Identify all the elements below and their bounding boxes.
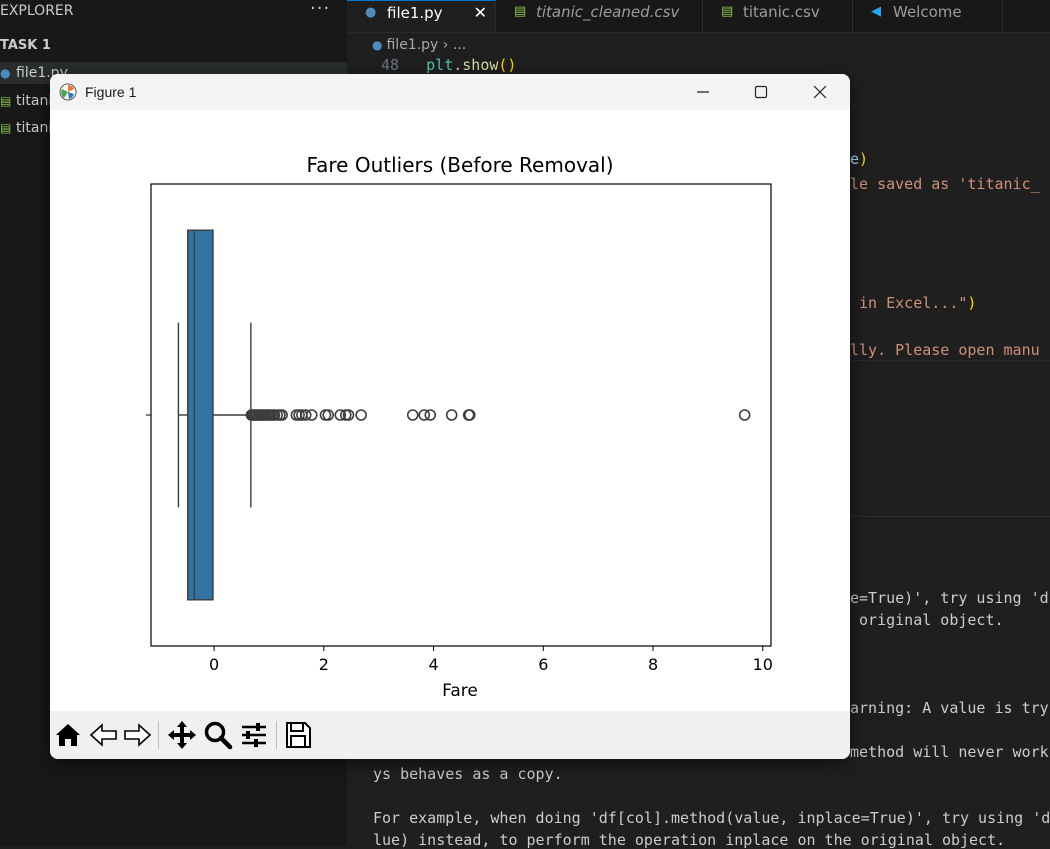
outlier-point — [276, 409, 288, 421]
toolbar-separator — [276, 721, 277, 749]
outlier-point — [299, 409, 312, 421]
python-file-icon: ● — [372, 38, 383, 52]
code-token: e — [850, 150, 860, 168]
code-fragment[interactable]: in Excel...") — [850, 294, 976, 312]
maximize-icon[interactable] — [732, 74, 790, 110]
outlier-points — [245, 409, 751, 421]
chart-title: Fare Outliers (Before Removal) — [306, 153, 613, 177]
code-fragment[interactable]: e) — [850, 150, 868, 168]
code-token: ) — [859, 150, 869, 168]
figure-titlebar[interactable]: Figure 1 — [50, 74, 850, 110]
outlier-point — [445, 409, 458, 421]
x-tick-label: 2 — [319, 655, 329, 674]
home-icon[interactable] — [52, 719, 84, 751]
terminal-line: For example, when doing 'df[col].method(… — [373, 809, 1050, 827]
terminal-line: lue) instead, to perform the operation i… — [373, 831, 1006, 849]
outlier-point — [322, 409, 335, 421]
panel-divider — [850, 516, 1050, 517]
x-tick-label: 6 — [538, 655, 548, 674]
outlier-point — [463, 409, 476, 421]
breadcrumb-rest: ... — [452, 37, 467, 53]
workspace-section[interactable]: TASK 1 — [0, 38, 51, 53]
zoom-icon[interactable] — [202, 719, 234, 751]
outlier-point — [334, 409, 347, 421]
code-fragment[interactable]: lly. Please open manu — [850, 341, 1040, 359]
code-token: plt — [426, 56, 454, 74]
terminal-line: ys behaves as a copy. — [373, 765, 563, 783]
line-number: 48 — [381, 56, 400, 74]
divider — [850, 360, 1050, 361]
outlier-point — [738, 409, 751, 421]
close-icon[interactable]: ✕ — [473, 3, 487, 22]
tab-label: titanic_cleaned.csv — [536, 3, 680, 21]
outlier-point — [424, 409, 437, 421]
code-fragment[interactable]: le saved as 'titanic_ — [850, 175, 1040, 193]
tab-label: Welcome — [893, 3, 962, 21]
figure-window[interactable]: Figure 1 Fare Outliers (Before Removal) … — [50, 74, 850, 759]
python-file-icon: ● — [0, 66, 11, 80]
toolbar-separator — [158, 721, 159, 749]
python-file-icon: ● — [365, 5, 377, 20]
outlier-point — [355, 409, 367, 421]
close-icon[interactable] — [790, 74, 848, 110]
iqr-box — [187, 229, 214, 601]
code-line-48[interactable]: 48 plt.show() — [381, 56, 516, 74]
breadcrumb-file: file1.py — [386, 37, 439, 53]
pan-icon[interactable] — [166, 719, 198, 751]
explorer-title: EXPLORER — [0, 3, 74, 19]
matplotlib-logo-icon — [59, 83, 77, 101]
save-icon[interactable] — [282, 719, 314, 751]
x-tick-label: 8 — [648, 655, 658, 674]
forward-icon[interactable] — [121, 719, 153, 751]
csv-file-icon: ▤ — [721, 4, 734, 19]
editor-tabs: ● file1.py ✕ ▤ titanic_cleaned.csv ▤ tit… — [347, 0, 1050, 33]
figure-toolbar — [50, 711, 850, 759]
code-token: in Excel..." — [850, 294, 968, 312]
figure-title: Figure 1 — [85, 84, 137, 100]
back-icon[interactable] — [88, 719, 120, 751]
terminal-line: arning: A value is try — [850, 699, 1049, 717]
code-token: () — [498, 56, 517, 74]
outlier-point — [342, 409, 355, 421]
breadcrumb-separator: › — [442, 37, 449, 53]
x-tick-label: 0 — [209, 655, 219, 674]
tab-titanic[interactable]: ▤ titanic.csv — [703, 0, 853, 32]
code-token: ) — [967, 294, 977, 312]
vscode-logo-icon: ◀ — [871, 4, 881, 19]
x-tick-label: 4 — [428, 655, 438, 674]
terminal-line: e=True)', try using 'df — [850, 589, 1050, 607]
configure-subplots-icon[interactable] — [238, 719, 270, 751]
breadcrumb[interactable]: ● file1.py › ... — [372, 37, 466, 53]
csv-file-icon: ▤ — [0, 121, 12, 135]
csv-file-icon: ▤ — [0, 94, 12, 108]
tab-label: file1.py — [387, 4, 443, 22]
minimize-icon[interactable] — [674, 74, 732, 110]
tab-label: titanic.csv — [743, 3, 820, 21]
outlier-point — [305, 409, 318, 421]
terminal-line: method will never work — [850, 743, 1049, 761]
outlier-point — [406, 409, 419, 421]
terminal-line: original object. — [850, 611, 1004, 629]
code-token: .show — [453, 56, 499, 74]
tab-file1[interactable]: ● file1.py ✕ — [347, 0, 496, 32]
x-tick-label: 10 — [753, 655, 773, 674]
tab-titanic-cleaned[interactable]: ▤ titanic_cleaned.csv — [496, 0, 703, 32]
more-actions-icon[interactable]: ··· — [310, 0, 331, 19]
boxplot-canvas[interactable]: Fare Outliers (Before Removal) 0 2 4 6 8 10 F… — [50, 110, 850, 711]
csv-file-icon: ▤ — [514, 4, 527, 19]
outlier-point — [418, 409, 431, 421]
tab-welcome[interactable]: ◀ Welcome — [853, 0, 1003, 32]
x-axis-label: Fare — [442, 681, 478, 701]
box — [187, 229, 214, 601]
x-axis-ticks: 0 2 4 6 8 10 — [146, 414, 773, 674]
